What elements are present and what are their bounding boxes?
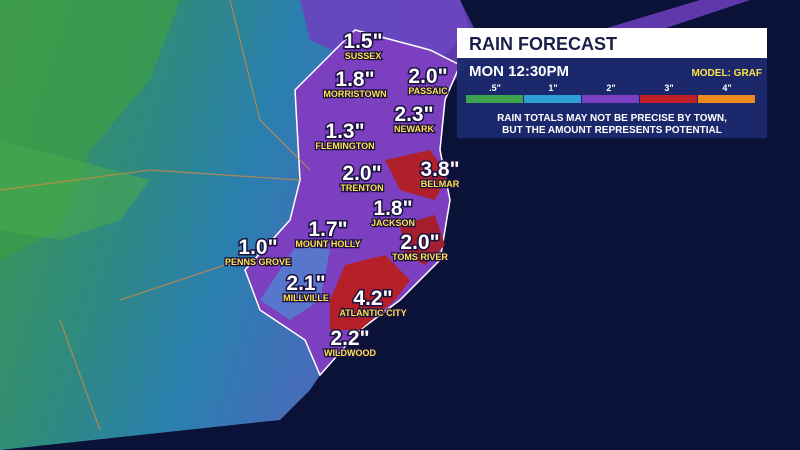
rain-amount: 2.0" [408, 65, 447, 88]
panel-header [457, 28, 767, 58]
red-rain [385, 150, 448, 200]
rain-amount: 2.2" [330, 327, 369, 350]
town-name: PASSAIC [408, 86, 448, 96]
legend-swatch [698, 95, 755, 103]
rain-amount: 1.0" [238, 236, 277, 259]
legend-swatch [640, 95, 697, 103]
town-name: MORRISTOWN [323, 89, 386, 99]
panel-model: MODEL: GRAF [691, 68, 762, 79]
rain-amount: 1.8" [335, 68, 374, 91]
rain-amount: 1.5" [343, 30, 382, 53]
legend-label: 3" [664, 83, 673, 93]
rain-amount: 1.8" [373, 197, 412, 220]
rain-amount: 2.0" [400, 231, 439, 254]
town-name: MILLVILLE [283, 293, 329, 303]
legend-swatch [466, 95, 523, 103]
rain-amount: 2.1" [286, 272, 325, 295]
red-rain [400, 215, 445, 265]
disclaimer: RAIN TOTALS MAY NOT BE PRECISE BY TOWN, [497, 113, 727, 124]
rain-amount: 4.2" [353, 287, 392, 310]
towns: 1.5"SUSSEX1.8"MORRISTOWN2.0"PASSAIC2.3"N… [224, 29, 461, 360]
rain-amount: 1.7" [308, 218, 347, 241]
town-name: SUSSEX [345, 51, 382, 61]
town-name: TRENTON [340, 183, 383, 193]
road [0, 0, 311, 431]
legend-swatch [582, 95, 639, 103]
town-name: TOMS RIVER [392, 252, 448, 262]
legend: .5" 1" 2" 3" 4" [466, 83, 755, 103]
town-name: PENNS GROVE [225, 257, 291, 267]
legend-label: 4" [722, 83, 731, 93]
disclaimer: BUT THE AMOUNT REPRESENTS POTENTIAL [502, 125, 722, 136]
rain-amount: 3.8" [420, 158, 459, 181]
town-name: MOUNT HOLLY [295, 239, 360, 249]
panel-time: MON 12:30PM [469, 63, 569, 80]
green-rain [0, 140, 150, 240]
town-name: WILDWOOD [324, 348, 376, 358]
legend-swatch [524, 95, 581, 103]
rain-amount: 1.3" [325, 120, 364, 143]
town-name: ATLANTIC CITY [339, 308, 406, 318]
red-rain [330, 255, 410, 330]
town-name: BELMAR [421, 179, 460, 189]
town-name: FLEMINGTON [315, 141, 374, 151]
panel-title: RAIN FORECAST [469, 34, 617, 54]
legend-label: 1" [548, 83, 557, 93]
legend-label: 2" [606, 83, 615, 93]
rain-amount: 2.0" [342, 162, 381, 185]
town-name: NEWARK [394, 124, 434, 134]
town-name: JACKSON [371, 218, 415, 228]
legend-label: .5" [489, 83, 501, 93]
rain-amount: 2.3" [394, 103, 433, 126]
blue-rain [260, 240, 330, 320]
